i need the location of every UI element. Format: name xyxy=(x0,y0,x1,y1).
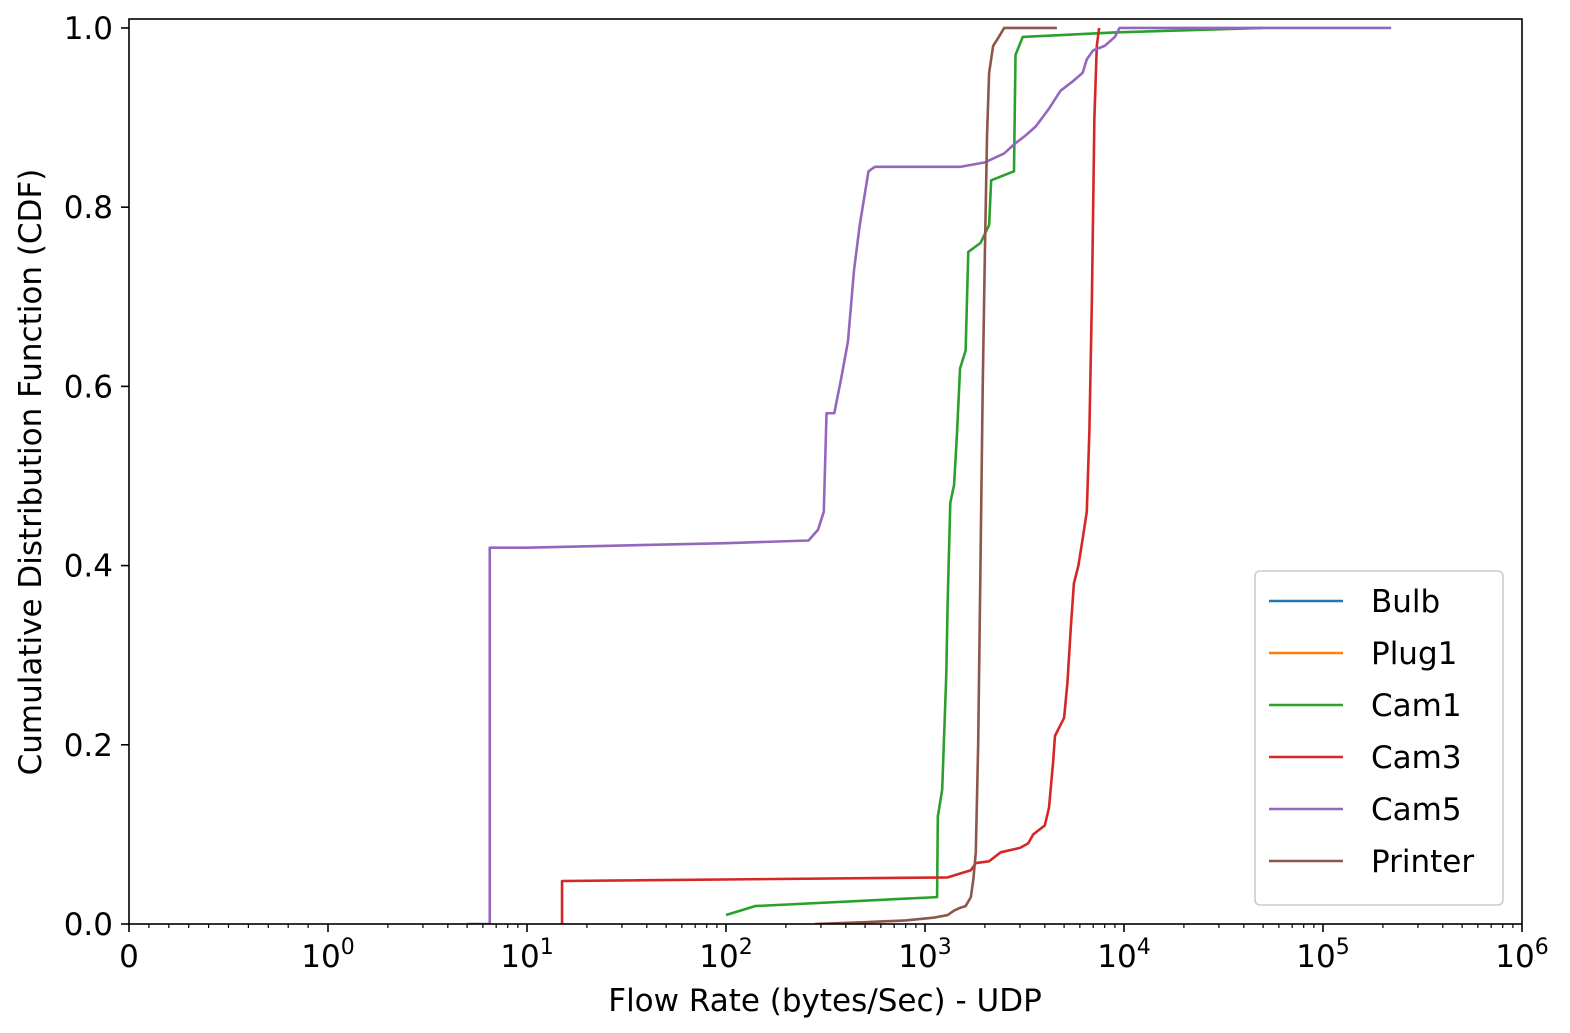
y-tick-label: 0.2 xyxy=(64,728,113,764)
y-tick-label: 1.0 xyxy=(64,11,113,47)
legend-label-cam3: Cam3 xyxy=(1371,740,1462,776)
y-tick-label: 0.4 xyxy=(64,549,113,585)
series-line-cam5 xyxy=(467,26,1392,924)
series-line-cam1 xyxy=(725,26,1264,917)
x-tick-label: 106 xyxy=(1495,935,1548,975)
legend-label-printer: Printer xyxy=(1371,844,1474,880)
y-tick-label: 0.0 xyxy=(64,907,113,943)
legend-label-bulb: Bulb xyxy=(1371,584,1440,620)
x-axis-title: Flow Rate (bytes/Sec) - UDP xyxy=(608,983,1042,1019)
x-tick-label: 102 xyxy=(699,935,752,975)
series-layer xyxy=(467,26,1392,924)
legend: Bulb Plug1 Cam1 Cam3 Cam5 Printer xyxy=(1254,570,1504,906)
x-axis: 0 100 101 102 103 104 105 106 xyxy=(119,924,1549,975)
y-tick-label: 0.6 xyxy=(64,369,113,405)
y-tick-label: 0.8 xyxy=(64,190,113,226)
y-axis-title: Cumulative Distribution Function (CDF) xyxy=(13,169,49,776)
series-line-printer xyxy=(814,26,1057,924)
y-axis: 0.0 0.2 0.4 0.6 0.8 1.0 xyxy=(64,11,129,943)
legend-label-cam1: Cam1 xyxy=(1371,688,1462,724)
legend-label-cam5: Cam5 xyxy=(1371,792,1462,828)
legend-box xyxy=(1254,570,1504,906)
plot-frame xyxy=(128,18,1523,925)
x-tick-label: 104 xyxy=(1097,935,1150,975)
series-line-cam3 xyxy=(560,27,1101,924)
x-tick-label: 103 xyxy=(898,935,951,975)
x-tick-label: 100 xyxy=(301,935,354,975)
x-tick-label: 0 xyxy=(119,939,139,975)
x-tick-label: 105 xyxy=(1296,935,1349,975)
legend-label-plug1: Plug1 xyxy=(1371,636,1457,672)
x-tick-label: 101 xyxy=(500,935,553,975)
